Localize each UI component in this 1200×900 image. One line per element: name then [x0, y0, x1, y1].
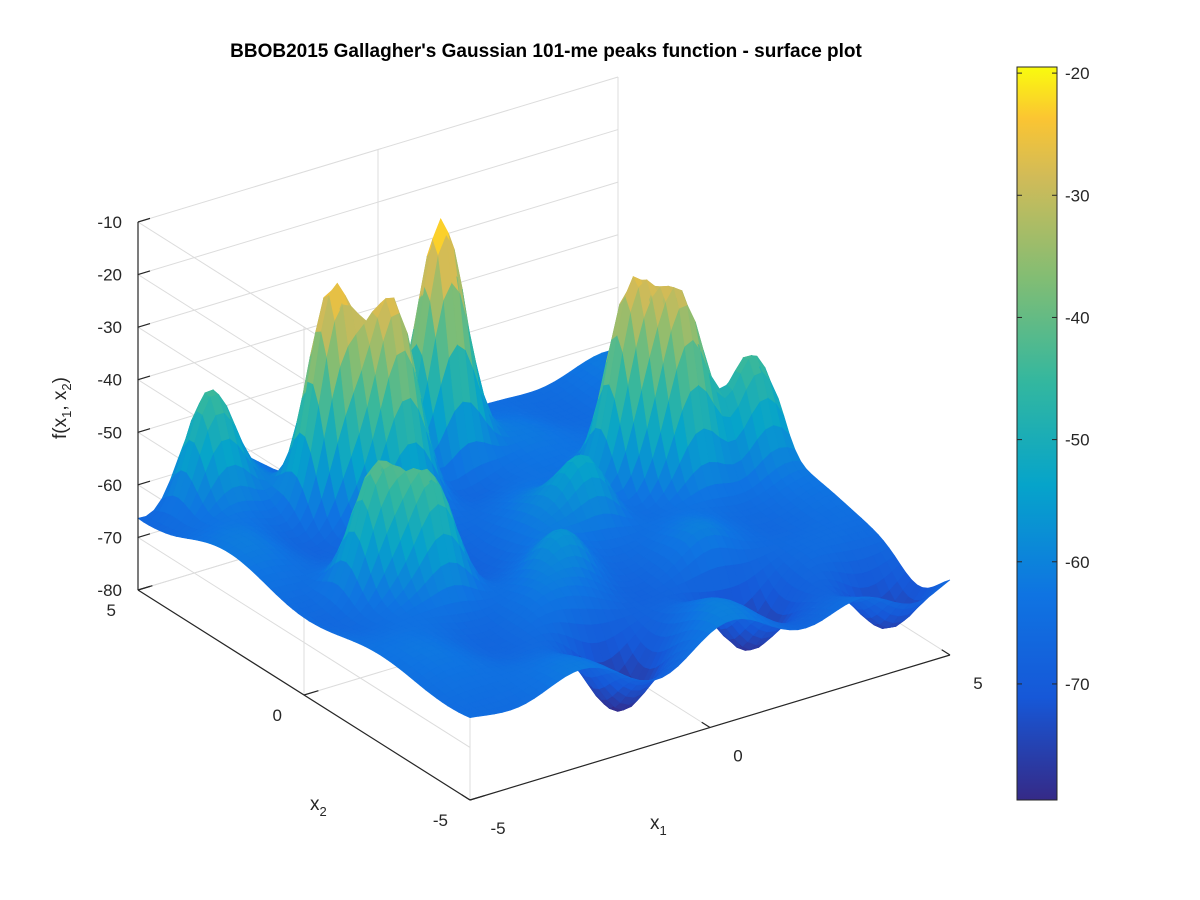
y-tick-label: 0 — [273, 706, 282, 725]
z-tick-mark — [137, 270, 151, 276]
colorbar-tick-label: -20 — [1065, 64, 1090, 83]
z-tick-mark — [137, 428, 151, 433]
y-tick-mark — [303, 690, 319, 696]
colorbar-ticks: -20 -30 -40 -50 -60 -70 — [1017, 64, 1090, 694]
axes: -505-505-80-70-60-50-40-30-20-10 — [97, 213, 982, 838]
y-tick-mark — [469, 795, 485, 801]
z-tick-mark — [137, 533, 151, 539]
x-tick-mark — [461, 794, 471, 801]
z-tick-mark — [137, 322, 151, 328]
z-tick-label: -50 — [97, 423, 122, 442]
x-tick-mark — [701, 721, 711, 729]
z-tick-mark — [137, 217, 151, 223]
z-tick-label: -10 — [97, 213, 122, 232]
z-tick-label: -30 — [97, 318, 122, 337]
colorbar-bar — [1016, 66, 1058, 801]
colorbar-tick-label: -70 — [1065, 675, 1090, 694]
x-tick-mark — [941, 649, 951, 656]
chart-title: BBOB2015 Gallagher's Gaussian 101-me pea… — [230, 41, 862, 62]
z-tick-label: -40 — [97, 371, 122, 390]
z-tick-mark — [137, 480, 151, 486]
x-tick-label: 5 — [973, 674, 982, 693]
x-axis-label: x1 — [650, 813, 667, 838]
x-tick-label: -5 — [490, 819, 505, 838]
z-tick-label: -70 — [97, 528, 122, 547]
z-tick-label: -80 — [97, 581, 122, 600]
x-tick-label: 0 — [733, 747, 742, 766]
z-tick-label: -20 — [97, 266, 122, 285]
z-axis-label: f(x1, x2) — [50, 377, 74, 439]
z-tick-label: -60 — [97, 476, 122, 495]
y-tick-label: 5 — [107, 601, 116, 620]
surface-patch — [936, 579, 951, 590]
y-axis-label: x2 — [310, 794, 327, 819]
y-tick-label: -5 — [433, 811, 448, 830]
surface-mesh — [137, 218, 951, 719]
colorbar-tick-label: -50 — [1065, 431, 1090, 450]
colorbar-tick-label: -60 — [1065, 553, 1090, 572]
colorbar: -20 -30 -40 -50 -60 -70 — [1016, 64, 1090, 801]
z-tick-mark — [137, 375, 151, 381]
colorbar-tick-label: -30 — [1065, 186, 1090, 205]
colorbar-tick-label: -40 — [1065, 308, 1090, 327]
z-tick-mark — [137, 585, 151, 591]
